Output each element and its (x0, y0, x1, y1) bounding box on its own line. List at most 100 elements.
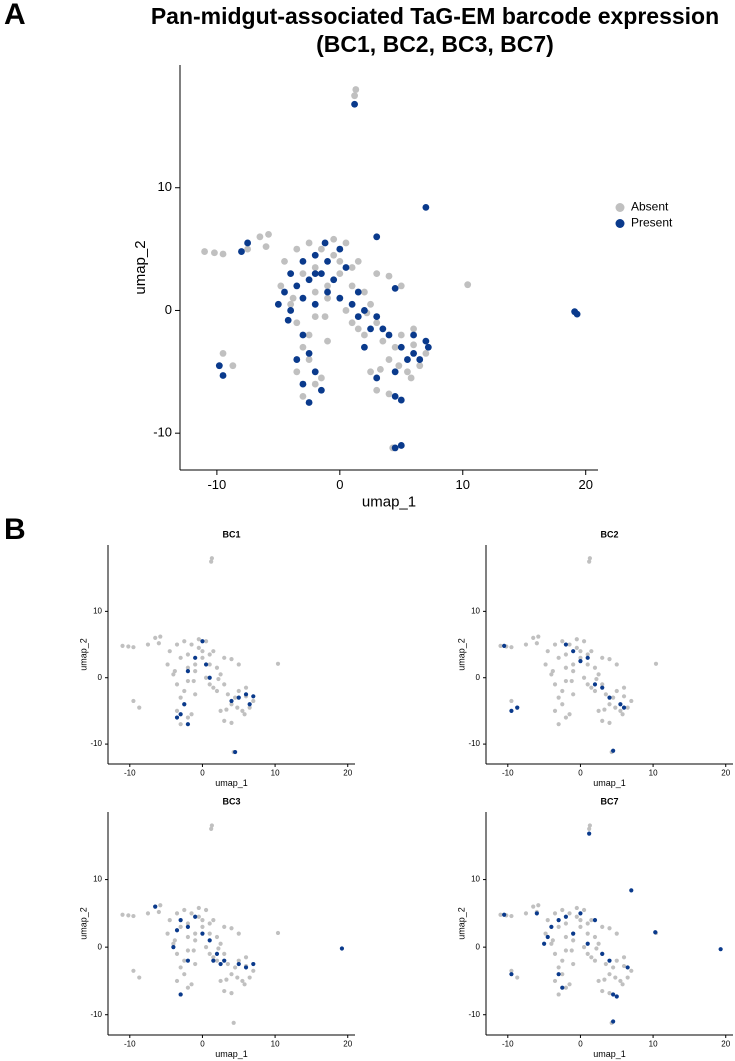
point (209, 826, 214, 831)
point (560, 972, 565, 977)
point (284, 316, 292, 324)
point (238, 248, 245, 255)
point (191, 678, 196, 684)
point (560, 688, 565, 694)
point (607, 958, 612, 963)
point (185, 652, 191, 657)
x-tick-label: -10 (207, 477, 226, 492)
point (317, 245, 325, 253)
point (373, 270, 381, 278)
point (193, 961, 198, 967)
point (410, 331, 417, 339)
point (229, 702, 234, 707)
point (203, 662, 209, 667)
point (385, 272, 393, 280)
point (287, 307, 295, 314)
point (556, 695, 561, 700)
point (200, 918, 205, 923)
point (196, 645, 201, 650)
y-axis-label: umap_2 (457, 638, 467, 671)
y-tick-label: -10 (468, 1010, 480, 1019)
point (560, 702, 565, 707)
x-tick-label: 20 (578, 477, 592, 492)
y-axis-label: umap_2 (79, 638, 89, 671)
point (281, 288, 288, 296)
point (330, 251, 338, 259)
point (299, 343, 307, 351)
point (193, 914, 198, 919)
point (229, 991, 234, 996)
point (222, 655, 227, 660)
point (391, 368, 399, 376)
point (311, 270, 319, 278)
point (256, 233, 264, 241)
point (200, 649, 205, 654)
point (397, 442, 405, 449)
point (219, 372, 227, 379)
point (585, 941, 590, 946)
point (185, 715, 191, 720)
point (550, 938, 555, 943)
point (718, 947, 723, 952)
point (120, 643, 125, 648)
point (571, 938, 576, 943)
point (560, 907, 565, 913)
point (247, 705, 252, 710)
point (203, 675, 209, 680)
point (219, 350, 227, 357)
point (545, 934, 550, 940)
point (236, 695, 241, 700)
point (174, 928, 180, 933)
y-axis-label: umap_2 (457, 907, 467, 940)
point (534, 641, 539, 646)
point (567, 712, 572, 717)
point (592, 918, 598, 923)
point (185, 665, 191, 670)
point (153, 635, 158, 641)
point (563, 678, 569, 684)
point (348, 282, 356, 290)
point (236, 961, 241, 967)
point (611, 1019, 616, 1024)
point (277, 282, 285, 290)
point (596, 672, 601, 677)
point (416, 362, 424, 370)
point (321, 313, 329, 320)
point (218, 672, 223, 677)
point (236, 662, 241, 667)
legend-swatch (615, 203, 625, 212)
point (207, 921, 212, 926)
point (247, 702, 252, 707)
point (589, 955, 594, 960)
point (153, 904, 158, 909)
y-tick-label: -10 (90, 739, 102, 748)
point (589, 918, 594, 923)
chart-title: Pan-midgut-associated TaG-EM barcode exp… (151, 3, 719, 29)
point (618, 708, 623, 714)
point (534, 911, 539, 916)
point (571, 668, 576, 674)
point (167, 649, 172, 654)
point (629, 698, 634, 704)
x-axis-label: umap_1 (215, 1049, 248, 1059)
point (592, 665, 598, 670)
point (611, 748, 616, 753)
point (156, 641, 161, 646)
point (373, 386, 381, 394)
point (563, 985, 569, 990)
point (274, 300, 282, 308)
point (207, 662, 212, 667)
x-tick-label: 20 (721, 1040, 730, 1049)
point (214, 688, 220, 694)
point (560, 985, 565, 990)
point (236, 958, 241, 963)
point (131, 913, 136, 919)
point (305, 276, 313, 284)
point (600, 682, 605, 687)
point (549, 672, 554, 677)
x-tick-label: 0 (200, 769, 205, 778)
point (587, 831, 592, 836)
point (653, 930, 658, 935)
point (196, 914, 201, 919)
point (552, 911, 558, 916)
